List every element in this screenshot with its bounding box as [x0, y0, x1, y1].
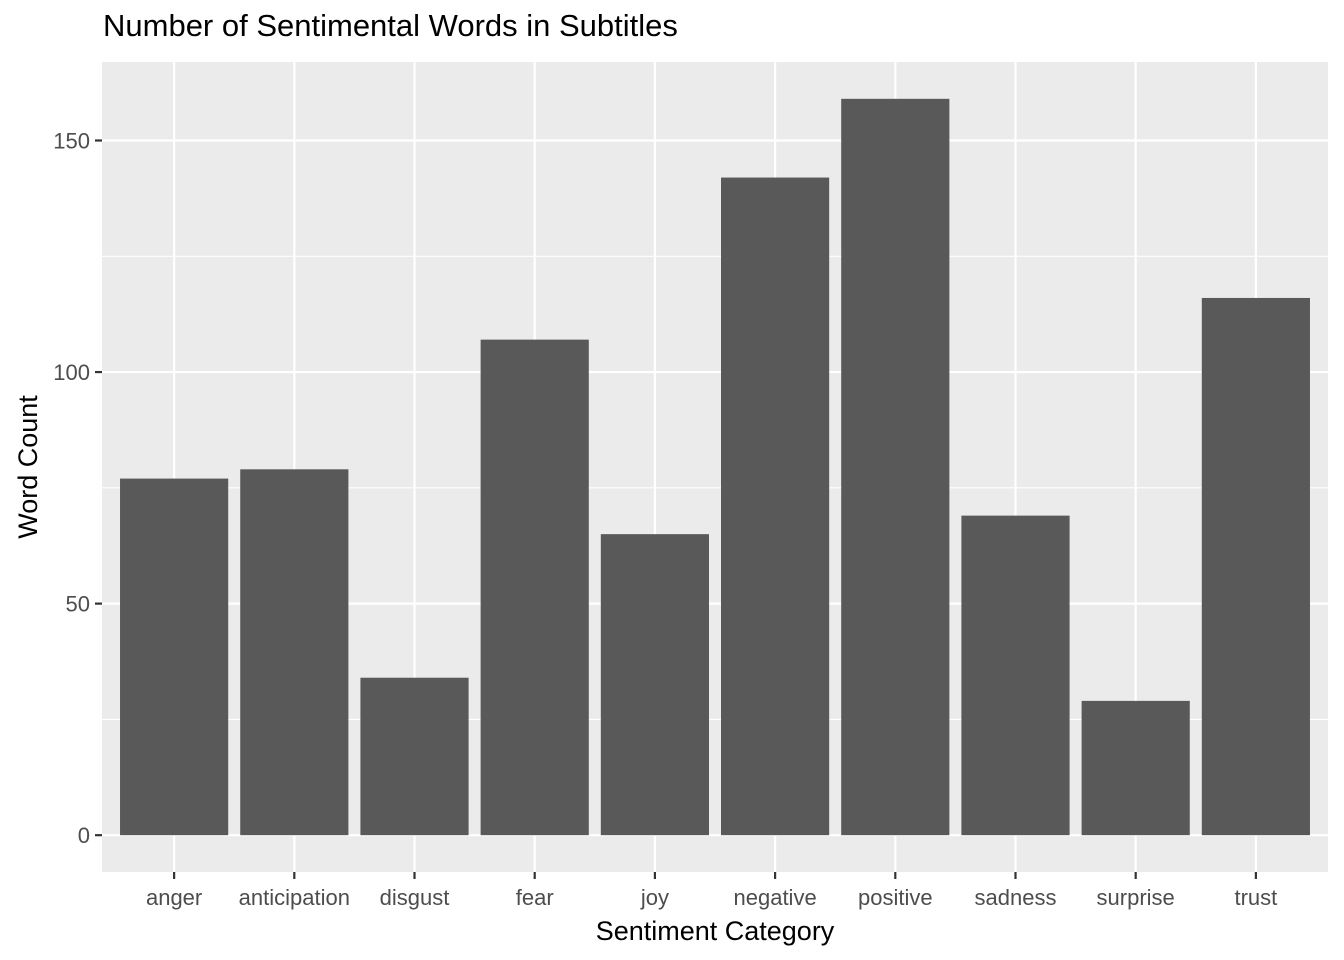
bar-sadness — [961, 515, 1070, 836]
x-axis-title: Sentiment Category — [596, 916, 835, 946]
y-tick-label: 150 — [53, 128, 90, 153]
x-tick-label-anticipation: anticipation — [239, 885, 350, 910]
bar-disgust — [360, 677, 469, 836]
x-tick-label-trust: trust — [1234, 885, 1277, 910]
x-tick-label-negative: negative — [734, 885, 817, 910]
chart-title: Number of Sentimental Words in Subtitles — [103, 8, 678, 43]
bar-surprise — [1081, 700, 1190, 836]
bar-trust — [1201, 297, 1310, 836]
y-tick-label: 50 — [66, 592, 90, 617]
y-tick-label: 100 — [53, 360, 90, 385]
x-tick-label-sadness: sadness — [975, 885, 1057, 910]
x-tick-label-disgust: disgust — [380, 885, 450, 910]
x-tick-label-surprise: surprise — [1097, 885, 1175, 910]
x-tick-label-joy: joy — [640, 885, 669, 910]
bar-positive — [841, 98, 950, 836]
x-tick-label-fear: fear — [516, 885, 554, 910]
bar-negative — [721, 177, 830, 836]
y-axis-title: Word Count — [13, 395, 43, 539]
bar-joy — [600, 534, 709, 836]
x-tick-label-anger: anger — [146, 885, 202, 910]
bar-fear — [480, 339, 589, 836]
y-tick-label: 0 — [78, 823, 90, 848]
bar-anger — [120, 478, 229, 836]
bar-anticipation — [240, 469, 349, 836]
x-tick-label-positive: positive — [858, 885, 933, 910]
